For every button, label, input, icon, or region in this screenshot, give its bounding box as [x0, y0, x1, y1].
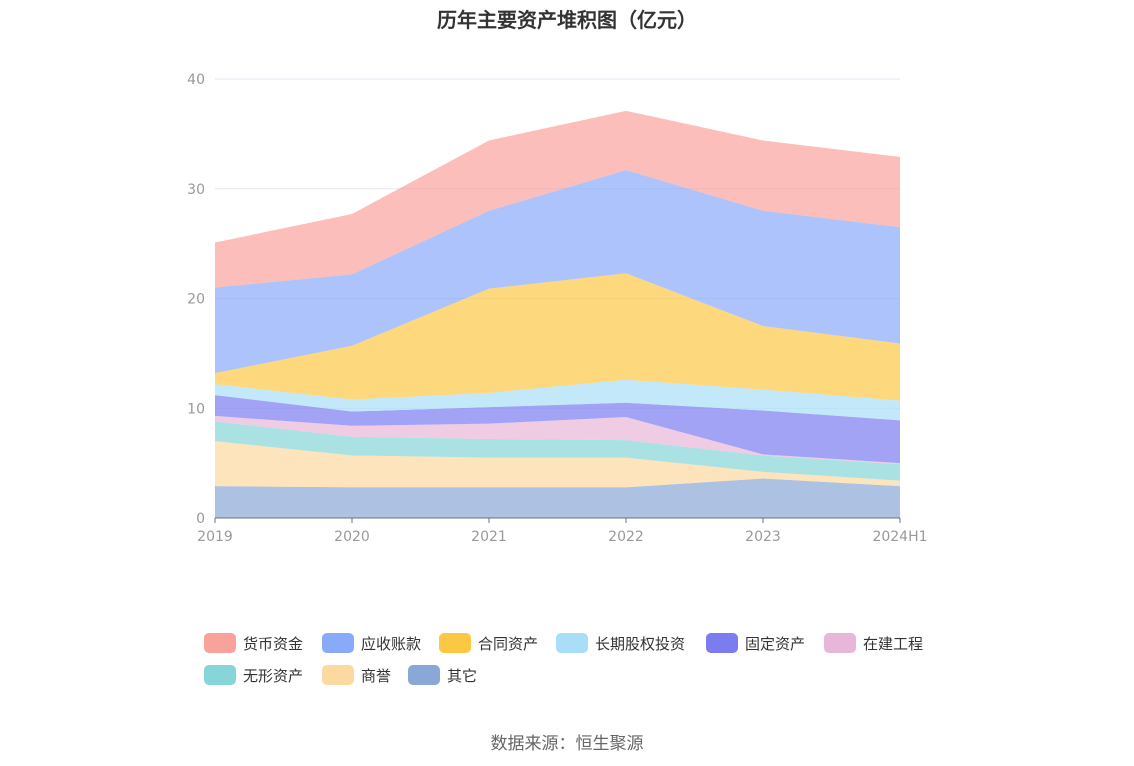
- legend-swatch: [204, 665, 236, 685]
- legend-label: 货币资金: [243, 634, 304, 653]
- area-其它[interactable]: [215, 478, 900, 518]
- legend-item-shangyu[interactable]: 商誉: [322, 664, 391, 686]
- legend-item-changqi[interactable]: 长期股权投资: [556, 632, 685, 654]
- x-tick-label: 2019: [197, 529, 233, 545]
- legend-swatch: [439, 633, 471, 653]
- legend-item-qita[interactable]: 其它: [408, 664, 477, 686]
- area-应收账款[interactable]: [215, 170, 900, 374]
- legend-item-yingshou[interactable]: 应收账款: [322, 632, 421, 654]
- legend-swatch: [204, 633, 236, 653]
- legend-label: 商誉: [361, 666, 392, 685]
- legend-swatch: [556, 633, 588, 653]
- x-tick-label: 2024H1: [872, 529, 927, 545]
- y-tick-label: 20: [187, 292, 205, 308]
- y-tick-label: 10: [187, 401, 205, 417]
- area-货币资金[interactable]: [215, 110, 900, 288]
- legend-swatch: [322, 633, 354, 653]
- x-tick-label: 2021: [471, 529, 507, 545]
- chart-title: 历年主要资产堆积图（亿元）: [437, 8, 697, 32]
- y-tick-label: 0: [196, 511, 205, 527]
- data-source: 数据来源：恒生聚源: [490, 734, 644, 754]
- x-tick-label: 2020: [334, 529, 370, 545]
- legend-label: 固定资产: [745, 634, 806, 653]
- area-商誉[interactable]: [215, 441, 900, 488]
- legend-item-wuxing[interactable]: 无形资产: [204, 664, 303, 686]
- area-长期股权投资[interactable]: [215, 379, 900, 421]
- legend-item-hetong[interactable]: 合同资产: [439, 632, 538, 654]
- y-tick-label: 30: [187, 182, 205, 198]
- legend-swatch: [408, 665, 440, 685]
- legend-swatch: [706, 633, 738, 653]
- legend-item-guding[interactable]: 固定资产: [706, 632, 805, 654]
- legend-label: 合同资产: [478, 634, 539, 653]
- legend-label: 长期股权投资: [595, 634, 686, 653]
- y-tick-label: 40: [187, 72, 205, 88]
- legend-label: 应收账款: [361, 634, 422, 653]
- legend-item-zaijian[interactable]: 在建工程: [824, 632, 923, 654]
- legend-label: 其它: [447, 666, 478, 685]
- legend-item-huobi[interactable]: 货币资金: [204, 632, 303, 654]
- area-固定资产[interactable]: [215, 395, 900, 464]
- legend-swatch: [824, 633, 856, 653]
- legend-label: 无形资产: [243, 666, 304, 685]
- area-无形资产[interactable]: [215, 421, 900, 481]
- stacked-area-chart: 0 10 20 30 40 2019 2020 2021 2022 2023 2024H1: [187, 72, 927, 545]
- x-tick-label: 2022: [608, 529, 644, 545]
- legend-swatch: [322, 665, 354, 685]
- x-tick-label: 2023: [745, 529, 781, 545]
- area-series: [215, 110, 900, 518]
- legend-label: 在建工程: [863, 634, 924, 653]
- area-在建工程[interactable]: [215, 415, 900, 465]
- area-合同资产[interactable]: [215, 273, 900, 401]
- axes: 0 10 20 30 40 2019 2020 2021 2022 2023 2024H1: [187, 72, 927, 545]
